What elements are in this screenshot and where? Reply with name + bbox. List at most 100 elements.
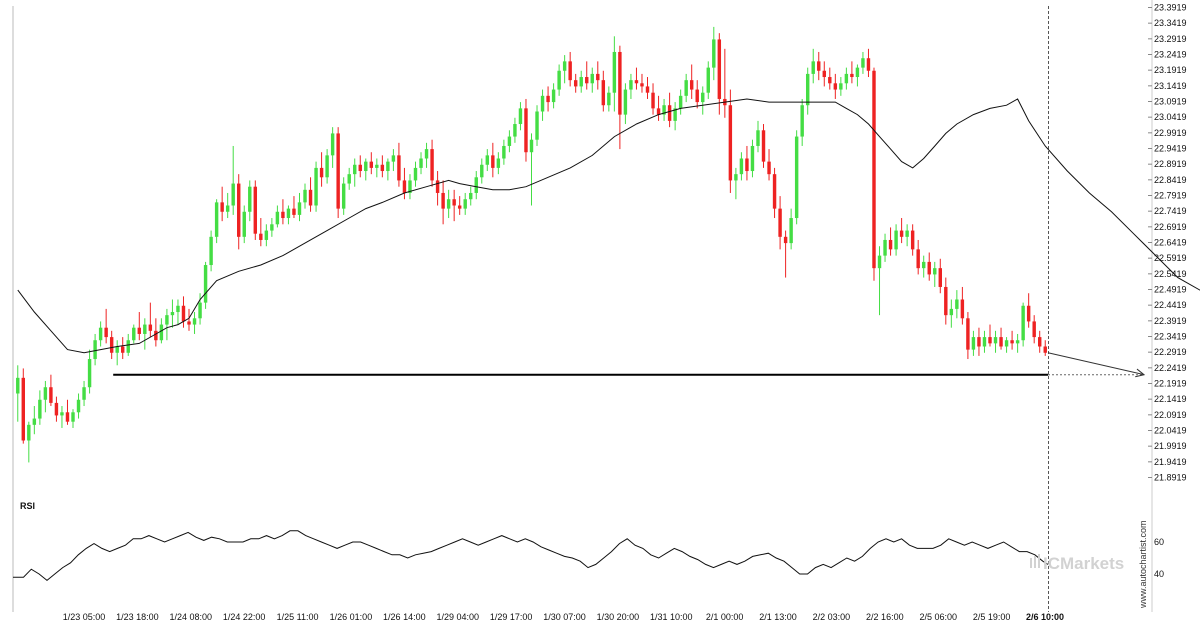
candle-body xyxy=(678,95,683,109)
candle xyxy=(839,77,843,96)
candle-body xyxy=(977,337,981,347)
candle-body xyxy=(855,67,860,78)
candle-body xyxy=(364,161,368,172)
candle xyxy=(286,205,291,225)
candle-body xyxy=(1004,340,1009,347)
candle xyxy=(187,308,191,331)
candle xyxy=(170,299,175,328)
candle xyxy=(121,337,125,360)
candle-body xyxy=(955,299,959,309)
candle xyxy=(872,67,876,281)
candle xyxy=(750,139,755,178)
candle-body xyxy=(148,324,153,331)
time-tick-label: 1/24 08:00 xyxy=(170,612,213,622)
candle-body xyxy=(270,224,274,231)
candle-body xyxy=(93,340,97,360)
candle-body xyxy=(341,183,346,209)
price-tick-label: 22.9419 xyxy=(1154,144,1187,154)
candle-body xyxy=(739,158,744,175)
candle xyxy=(303,183,307,209)
candle-body xyxy=(645,86,650,93)
candle xyxy=(739,152,744,181)
candle-body xyxy=(612,51,617,93)
candle-body xyxy=(712,39,716,68)
candle-body xyxy=(32,418,37,425)
price-tick-label: 22.2419 xyxy=(1154,363,1187,373)
candle-body xyxy=(347,174,351,184)
candle xyxy=(706,61,710,99)
candle xyxy=(424,142,429,168)
candle xyxy=(916,239,920,275)
candle-body xyxy=(513,124,517,137)
candle xyxy=(242,205,246,244)
candle-body xyxy=(717,39,722,99)
time-tick-label: 1/29 04:00 xyxy=(436,612,479,622)
candle xyxy=(1043,340,1047,356)
candle-body xyxy=(143,324,147,334)
candle-body xyxy=(767,161,771,175)
candle xyxy=(419,152,423,175)
candle xyxy=(1015,333,1020,353)
icmarkets-logo: ICMarkets xyxy=(1030,554,1124,573)
candle-body xyxy=(568,61,572,81)
candle-body xyxy=(109,337,114,353)
candle-body xyxy=(43,387,48,400)
candle xyxy=(1032,315,1036,344)
candle-body xyxy=(629,80,633,90)
candle-body xyxy=(960,299,965,319)
candle-body xyxy=(706,67,710,93)
price-tick-label: 21.9419 xyxy=(1154,457,1187,467)
candle xyxy=(695,80,699,109)
candle xyxy=(634,67,639,90)
candle xyxy=(888,227,893,256)
candle-body xyxy=(253,186,258,234)
candle xyxy=(386,158,390,181)
candle-body xyxy=(938,268,942,287)
candle-body xyxy=(921,261,926,269)
candle-body xyxy=(607,92,611,106)
candle-body xyxy=(480,164,484,178)
candle-body xyxy=(971,337,976,350)
candle xyxy=(358,155,362,178)
candle xyxy=(463,192,467,215)
candle-body xyxy=(16,377,20,394)
candle-body xyxy=(491,155,495,168)
candle xyxy=(104,308,108,344)
candle xyxy=(585,61,589,90)
candle-body xyxy=(485,155,490,165)
candle xyxy=(231,145,235,215)
candle xyxy=(16,365,20,422)
time-tick-label: 1/30 20:00 xyxy=(597,612,640,622)
candle xyxy=(297,192,302,222)
rsi-label: RSI xyxy=(20,501,35,511)
candle xyxy=(866,48,871,78)
time-tick-label: 1/23 05:00 xyxy=(63,612,106,622)
price-tick-label: 22.9919 xyxy=(1154,128,1187,138)
candle-body xyxy=(435,180,440,193)
candle xyxy=(910,224,915,256)
price-tick-label: 22.7419 xyxy=(1154,206,1187,216)
candle xyxy=(717,33,722,115)
candle xyxy=(789,208,793,250)
candle xyxy=(513,117,517,143)
candle xyxy=(60,406,64,428)
price-tick-label: 22.6419 xyxy=(1154,238,1187,248)
candle xyxy=(452,189,456,222)
time-tick-label: 2/1 00:00 xyxy=(706,612,744,622)
candle-body xyxy=(861,58,865,68)
time-tick-label: 1/29 17:00 xyxy=(490,612,533,622)
candle-body xyxy=(844,73,849,84)
candle-body xyxy=(833,83,838,90)
candle-body xyxy=(457,205,462,209)
candle-body xyxy=(800,105,804,137)
price-tick-label: 23.2419 xyxy=(1154,50,1187,60)
candle-body xyxy=(446,199,451,209)
candle-body xyxy=(496,158,501,168)
price-tick-label: 22.4919 xyxy=(1154,285,1187,295)
candle-body xyxy=(203,265,208,303)
candle xyxy=(518,102,523,131)
candle xyxy=(192,312,197,334)
price-tick-label: 22.5419 xyxy=(1154,269,1187,279)
candle xyxy=(894,224,898,256)
